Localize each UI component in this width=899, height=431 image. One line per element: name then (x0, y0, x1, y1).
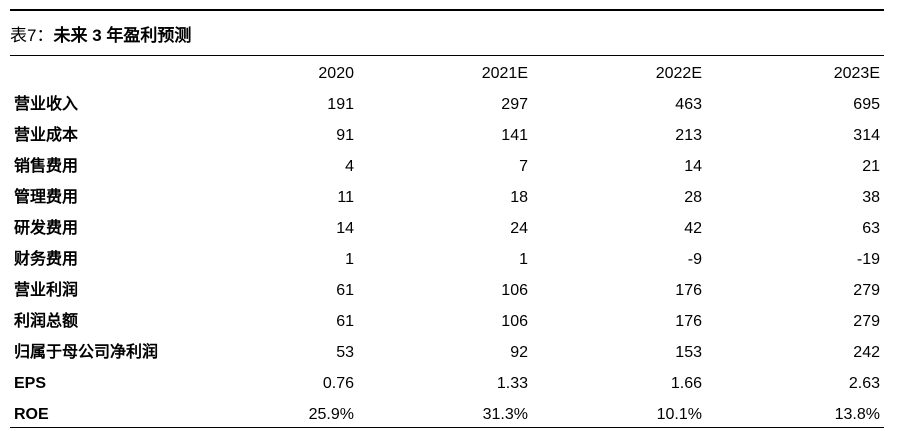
table-cell: 14 (336, 220, 354, 237)
row-label: 归属于母公司净利润 (14, 344, 159, 361)
row-label: 营业利润 (14, 282, 79, 299)
table-cell: 92 (510, 344, 528, 361)
table-cell: 38 (862, 189, 880, 206)
forecast-table: 2020 2021E 2022E 2023E 营业收入 191 297 463 … (10, 58, 884, 430)
table-cell: -19 (856, 251, 880, 268)
row-label: ROE (14, 406, 49, 423)
table-caption: 表7：未来 3 年盈利预测 (10, 25, 191, 47)
row-label: 销售费用 (14, 158, 79, 175)
table-cell: 141 (501, 127, 528, 144)
table-row: 研发费用 14 24 42 63 (10, 213, 884, 244)
column-header: 2021E (481, 65, 528, 82)
table-cell: 11 (337, 189, 354, 206)
table-cell: 213 (675, 127, 702, 144)
table-cell: 1.33 (496, 375, 528, 392)
table-cell: 53 (336, 344, 354, 361)
table-cell: 14 (684, 158, 702, 175)
table-row: ROE 25.9% 31.3% 10.1% 13.8% (10, 399, 884, 430)
table-cell: 1 (345, 251, 354, 268)
top-rule (10, 9, 884, 11)
table-cell: 1.66 (670, 375, 702, 392)
table-cell: 176 (675, 313, 702, 330)
table-cell: 21 (862, 158, 880, 175)
table-row: 财务费用 1 1 -9 -19 (10, 244, 884, 275)
header-corner (10, 58, 186, 89)
table-cell: 279 (853, 313, 880, 330)
table-row: 利润总额 61 106 176 279 (10, 306, 884, 337)
table-cell: 63 (862, 220, 880, 237)
table-cell: 463 (675, 96, 702, 113)
table-cell: 106 (501, 313, 528, 330)
caption-title: 未来 3 年盈利预测 (53, 26, 192, 45)
table-cell: 10.1% (656, 406, 702, 423)
table-cell: 153 (675, 344, 702, 361)
row-label: 利润总额 (14, 313, 79, 330)
forecast-table-figure: 表7：未来 3 年盈利预测 2020 2021E 2022E 2023E 营业收… (10, 0, 884, 431)
table-cell: 314 (853, 127, 880, 144)
bottom-rule (10, 427, 884, 428)
row-label: 营业成本 (14, 127, 79, 144)
table-cell: 0.76 (322, 375, 354, 392)
table-cell: 176 (675, 282, 702, 299)
column-header: 2022E (655, 65, 702, 82)
table-cell: 42 (684, 220, 702, 237)
table-cell: 191 (327, 96, 354, 113)
table-cell: 1 (519, 251, 528, 268)
table-cell: 25.9% (308, 406, 354, 423)
column-header: 2023E (833, 65, 880, 82)
row-label: 研发费用 (14, 220, 79, 237)
table-row: 营业收入 191 297 463 695 (10, 89, 884, 120)
row-label: 营业收入 (14, 96, 79, 113)
table-cell: 24 (510, 220, 528, 237)
table-cell: -9 (687, 251, 702, 268)
caption-label: 表7： (10, 26, 54, 45)
table-cell: 7 (519, 158, 528, 175)
table-row: 归属于母公司净利润 53 92 153 242 (10, 337, 884, 368)
table-cell: 242 (853, 344, 880, 361)
row-label: EPS (14, 375, 47, 392)
table-cell: 13.8% (834, 406, 880, 423)
table-cell: 279 (853, 282, 880, 299)
table-row: 营业利润 61 106 176 279 (10, 275, 884, 306)
table-cell: 28 (684, 189, 702, 206)
column-header: 2020 (318, 65, 354, 82)
table-row: EPS 0.76 1.33 1.66 2.63 (10, 368, 884, 399)
caption-rule (10, 55, 884, 56)
table-row: 营业成本 91 141 213 314 (10, 120, 884, 151)
table-cell: 91 (336, 127, 354, 144)
row-label: 管理费用 (14, 189, 79, 206)
table-row: 销售费用 4 7 14 21 (10, 151, 884, 182)
table-cell: 31.3% (482, 406, 528, 423)
table-row: 管理费用 11 18 28 38 (10, 182, 884, 213)
row-label: 财务费用 (14, 251, 79, 268)
table-cell: 695 (853, 96, 880, 113)
table-cell: 4 (345, 158, 354, 175)
table-cell: 61 (336, 313, 354, 330)
table-cell: 2.63 (848, 375, 880, 392)
header-row: 2020 2021E 2022E 2023E (10, 58, 884, 89)
table-cell: 61 (336, 282, 354, 299)
table-cell: 297 (501, 96, 528, 113)
table-cell: 106 (501, 282, 528, 299)
table-cell: 18 (510, 189, 528, 206)
